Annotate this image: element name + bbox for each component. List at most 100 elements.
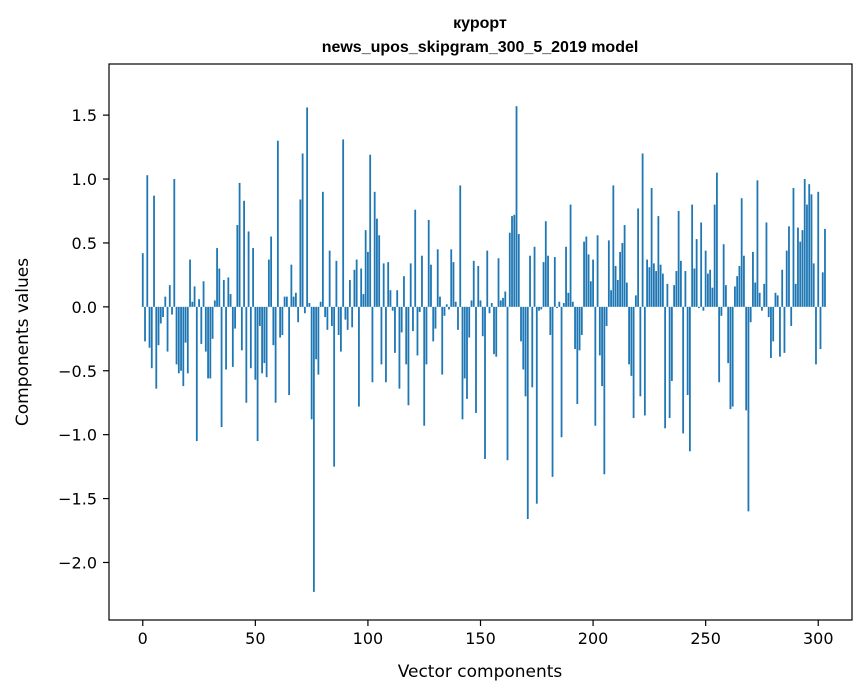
bar-262 (731, 306, 734, 407)
bar-73 (306, 107, 309, 307)
bar-139 (454, 301, 457, 307)
bar-212 (619, 251, 621, 307)
bar-148 (475, 306, 477, 413)
bar-81 (324, 306, 327, 318)
x-tick-label: 150 (465, 629, 496, 648)
bar-3 (148, 306, 151, 348)
bar-203 (598, 306, 601, 356)
bar-201 (594, 306, 597, 426)
bar-77 (315, 306, 318, 360)
bar-156 (493, 306, 495, 355)
bar-71 (301, 153, 304, 307)
bar-295 (806, 204, 808, 307)
bar-21 (189, 259, 191, 307)
bar-211 (616, 280, 619, 307)
bar-303 (824, 228, 826, 307)
bar-88 (340, 306, 342, 352)
bar-264 (736, 276, 739, 307)
bar-136 (448, 306, 450, 310)
bar-6 (155, 306, 158, 389)
bar-110 (389, 290, 392, 307)
bar-277 (765, 222, 768, 307)
bar-153 (486, 250, 489, 307)
bar-121 (414, 209, 417, 307)
bar-94 (353, 269, 356, 307)
bar-291 (797, 227, 799, 307)
bar-226 (650, 187, 653, 307)
bar-283 (779, 306, 781, 357)
bar-112 (394, 306, 396, 353)
y-tick-label: 0.0 (72, 298, 97, 317)
bar-162 (506, 306, 509, 461)
bar-43 (238, 182, 241, 307)
bar-168 (520, 306, 522, 342)
bar-60 (276, 140, 279, 307)
bar-20 (186, 306, 189, 374)
bar-261 (729, 306, 732, 410)
bar-63 (283, 296, 286, 307)
y-tick-label: −1.5 (58, 490, 97, 509)
bar-126 (425, 306, 428, 365)
bar-106 (380, 306, 383, 365)
bar-286 (785, 250, 788, 307)
bar-25 (198, 299, 200, 307)
bar-257 (720, 306, 723, 316)
x-tick-label: 50 (245, 629, 265, 648)
bar-242 (686, 306, 689, 396)
bar-268 (745, 306, 748, 411)
bar-281 (774, 292, 777, 307)
bar-158 (497, 258, 500, 307)
bar-89 (342, 139, 345, 307)
bar-69 (297, 306, 300, 323)
bar-279 (770, 306, 772, 358)
bar-184 (556, 306, 558, 309)
bar-282 (776, 295, 779, 307)
bar-297 (810, 194, 813, 307)
bar-96 (358, 306, 360, 407)
bar-269 (747, 306, 750, 512)
y-axis-ticks: −2.0 −1.5 −1.0 −0.5 0.0 0.5 1.0 1.5 (58, 106, 109, 572)
bar-44 (240, 306, 243, 351)
bar-150 (479, 300, 482, 307)
bar-170 (524, 306, 527, 397)
bar-176 (538, 306, 540, 311)
bar-186 (560, 306, 563, 438)
bar-298 (812, 263, 815, 307)
bar-293 (801, 230, 804, 307)
bar-247 (698, 306, 700, 309)
bar-34 (218, 268, 221, 307)
bar-149 (477, 265, 480, 307)
bar-4 (150, 306, 153, 369)
bar-255 (716, 172, 718, 307)
chart-title: курорт (453, 15, 507, 32)
bar-152 (484, 306, 486, 459)
bar-234 (668, 306, 671, 419)
bar-22 (191, 301, 194, 307)
bar-243 (688, 306, 691, 452)
y-axis-label: Components values (13, 258, 33, 426)
bar-294 (803, 179, 806, 307)
bar-93 (351, 306, 354, 328)
bar-86 (335, 260, 338, 307)
bar-31 (211, 306, 214, 339)
bar-177 (540, 306, 543, 310)
bar-285 (783, 306, 786, 353)
bar-213 (621, 242, 624, 307)
bar-225 (648, 267, 651, 307)
bar-256 (718, 306, 721, 383)
bar-301 (819, 306, 822, 350)
bar-109 (387, 262, 390, 307)
bar-14 (173, 179, 176, 307)
bar-113 (396, 290, 399, 307)
bar-18 (182, 306, 185, 387)
bar-219 (634, 295, 637, 307)
bar-246 (695, 239, 698, 307)
bar-49 (252, 248, 254, 307)
bar-132 (439, 296, 441, 307)
bar-72 (303, 306, 306, 314)
bar-174 (533, 246, 536, 307)
bar-128 (430, 264, 432, 307)
bar-75 (310, 306, 313, 420)
bar-85 (333, 306, 336, 467)
bar-28 (204, 306, 207, 352)
